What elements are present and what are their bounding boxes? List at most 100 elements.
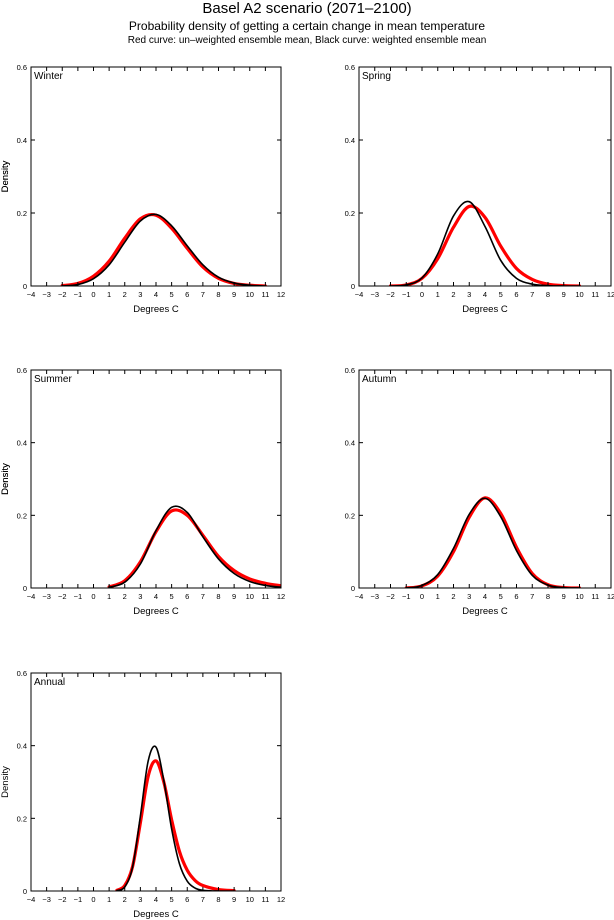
y-tick-label: 0.4: [345, 136, 355, 145]
x-tick-label: 4: [154, 592, 158, 601]
x-tick-label: 6: [185, 290, 189, 299]
x-tick-label: 12: [277, 592, 285, 601]
y-tick-label: 0.6: [345, 366, 355, 375]
x-tick-label: 10: [246, 895, 254, 904]
x-tick-label: 8: [216, 592, 220, 601]
x-tick-label: 7: [201, 290, 205, 299]
x-tick-label: 1: [107, 895, 111, 904]
x-tick-label: −4: [27, 290, 36, 299]
y-tick-label: 0.4: [17, 742, 27, 751]
x-tick-label: 9: [232, 290, 236, 299]
y-axis-label: Density: [0, 463, 11, 495]
x-tick-label: 11: [591, 290, 599, 299]
x-tick-label: −2: [386, 592, 395, 601]
x-tick-label: 9: [232, 592, 236, 601]
x-tick-label: 8: [546, 592, 550, 601]
y-tick-label: 0.6: [17, 63, 27, 72]
x-tick-label: 12: [277, 290, 285, 299]
x-tick-label: 0: [91, 290, 95, 299]
x-tick-label: 1: [107, 290, 111, 299]
y-axis-label: Density: [0, 766, 11, 798]
x-tick-label: 11: [261, 592, 269, 601]
y-tick-label: 0.2: [345, 209, 355, 218]
y-tick-label: 0.4: [345, 439, 355, 448]
x-tick-label: −2: [58, 592, 67, 601]
panel-spring: −4 −3 −2 −1 0 1 2 3 4 5 6 7 8 9 10 11 1200.20.40.6Spring…: [0, 63, 614, 315]
x-tick-label: −1: [74, 290, 83, 299]
panel-winter: −4 −3 −2 −1 0 1 2 3 4 5 6 7 8 9 10 11 1200.20.40.6Winter…: [0, 63, 285, 315]
x-tick-label: 9: [562, 290, 566, 299]
x-tick-label: 12: [277, 895, 285, 904]
x-tick-label: 5: [499, 592, 503, 601]
y-tick-label: 0.2: [345, 511, 355, 520]
y-tick-label: 0: [23, 282, 27, 291]
series-line-weighted: [116, 745, 235, 891]
x-tick-label: 5: [499, 290, 503, 299]
x-tick-label: −3: [370, 592, 379, 601]
panel-summer: −4 −3 −2 −1 0 1 2 3 4 5 6 7 8 9 10 11 1200.20.40.6Summer…: [0, 366, 285, 617]
x-tick-label: −1: [402, 290, 411, 299]
x-tick-label: −3: [42, 895, 51, 904]
x-tick-label: 3: [467, 592, 471, 601]
x-tick-label: −4: [27, 592, 36, 601]
series-group: [404, 496, 582, 588]
series-line-unweighted: [388, 204, 582, 286]
series-line-unweighted: [404, 496, 582, 588]
x-tick-label: 4: [154, 895, 158, 904]
x-tick-label: 7: [201, 895, 205, 904]
x-tick-label: 8: [546, 290, 550, 299]
x-tick-label: 10: [246, 592, 254, 601]
x-tick-label: 3: [467, 290, 471, 299]
x-tick-label: 0: [420, 592, 424, 601]
x-tick-label: 1: [436, 592, 440, 601]
plot-frame: [30, 369, 282, 589]
y-tick-label: 0.2: [17, 814, 27, 823]
x-tick-label: 4: [483, 290, 487, 299]
x-tick-label: 2: [123, 895, 127, 904]
y-tick-label: 0.2: [17, 209, 27, 218]
x-tick-label: −4: [355, 290, 364, 299]
x-tick-label: 0: [420, 290, 424, 299]
x-tick-label: 11: [261, 895, 269, 904]
x-tick-label: 3: [138, 592, 142, 601]
x-tick-label: 2: [123, 592, 127, 601]
x-tick-label: 12: [607, 290, 614, 299]
series-group: [388, 200, 582, 286]
y-tick-label: 0: [351, 584, 355, 593]
x-axis-label: Degrees C: [462, 606, 508, 617]
y-tick-label: 0.6: [17, 669, 27, 678]
y-tick-label: 0: [23, 584, 27, 593]
x-tick-label: 2: [123, 290, 127, 299]
series-line-unweighted: [115, 759, 236, 891]
y-axis-label: Density: [0, 160, 11, 192]
x-axis-label: Degrees C: [462, 304, 508, 315]
y-axis-label: Density: [0, 463, 11, 495]
x-tick-label: −2: [58, 290, 67, 299]
x-tick-label: −3: [370, 290, 379, 299]
x-tick-label: 6: [514, 290, 518, 299]
x-tick-label: 5: [170, 290, 174, 299]
x-tick-label: 0: [91, 592, 95, 601]
x-tick-label: 1: [436, 290, 440, 299]
y-axis-label: Density: [0, 160, 11, 192]
series-line-unweighted: [60, 212, 267, 286]
figure-title: Basel A2 scenario (2071–2100): [202, 0, 412, 17]
x-axis-label: Degrees C: [133, 606, 179, 617]
x-tick-label: 9: [232, 895, 236, 904]
x-tick-label: 7: [201, 592, 205, 601]
x-tick-label: 4: [483, 592, 487, 601]
x-tick-label: −3: [42, 592, 51, 601]
x-tick-label: −2: [58, 895, 67, 904]
plot-frame: [30, 672, 282, 892]
x-tick-label: 4: [154, 290, 158, 299]
x-tick-label: 10: [246, 290, 254, 299]
x-tick-label: 6: [185, 592, 189, 601]
panel-label: Annual: [34, 677, 65, 688]
plot-frame: [358, 369, 612, 589]
panel-label: Spring: [362, 71, 391, 82]
x-axis-label: Degrees C: [133, 909, 179, 920]
x-tick-label: −1: [402, 592, 411, 601]
x-tick-label: 2: [451, 592, 455, 601]
x-tick-label: 8: [216, 290, 220, 299]
